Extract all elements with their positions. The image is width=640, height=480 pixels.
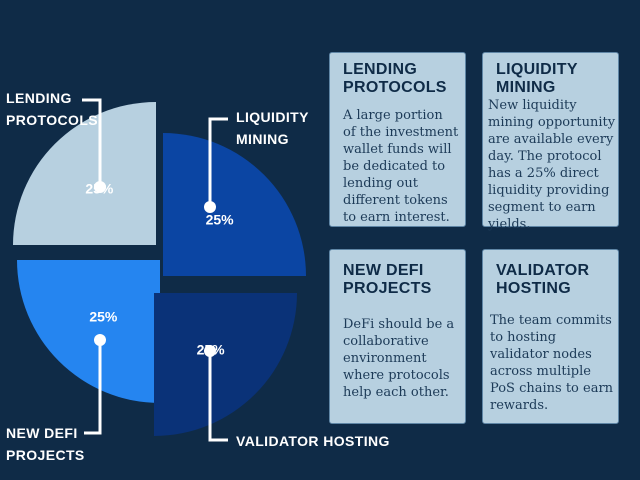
slice-liquidity-mining bbox=[163, 133, 306, 276]
label-validator-hosting: VALIDATOR HOSTING bbox=[236, 433, 390, 449]
card-body: DeFi should be a collaborative environme… bbox=[343, 317, 455, 400]
leader-dot bbox=[94, 181, 106, 193]
percent-label: 25% bbox=[89, 309, 118, 325]
leader-dot bbox=[204, 345, 216, 357]
card-title: LIQUIDITY MINING bbox=[496, 61, 578, 96]
leader-validator-hosting bbox=[208, 351, 228, 442]
card-new-defi-projects: NEW DEFI PROJECTS DeFi should be a colla… bbox=[329, 249, 466, 424]
card-lending-protocols: LENDING PROTOCOLS A large portion of the… bbox=[329, 52, 466, 227]
label-new-defi-projects: NEW DEFI PROJECTS bbox=[6, 425, 85, 463]
label-lending-protocols: LENDING PROTOCOLS bbox=[6, 90, 99, 128]
card-body: A large portion of the investment wallet… bbox=[343, 108, 459, 225]
percent-label: 25% bbox=[206, 211, 235, 227]
card-liquidity-mining: LIQUIDITY MINING New liquidity mining op… bbox=[482, 52, 619, 232]
slice-new-defi-projects bbox=[17, 260, 160, 403]
card-body: New liquidity mining opportunity are ava… bbox=[488, 98, 616, 232]
slice-validator-hosting bbox=[154, 293, 297, 436]
card-validator-hosting: VALIDATOR HOSTING The team commits to ho… bbox=[482, 249, 619, 424]
card-title: NEW DEFI PROJECTS bbox=[343, 262, 432, 297]
label-liquidity-mining: LIQUIDITY MINING bbox=[236, 109, 309, 147]
card-body: The team commits to hosting validator no… bbox=[490, 313, 614, 413]
leader-liquidity-mining bbox=[208, 117, 228, 207]
leader-lending-protocols bbox=[82, 98, 102, 187]
card-title: VALIDATOR HOSTING bbox=[496, 262, 590, 297]
leader-dot bbox=[204, 201, 216, 213]
slice-lending-protocols bbox=[13, 102, 156, 245]
leader-dot bbox=[94, 334, 106, 346]
percent-label: 25% bbox=[197, 342, 226, 358]
card-title: LENDING PROTOCOLS bbox=[343, 61, 447, 96]
percent-label: 25% bbox=[85, 180, 114, 196]
leader-new-defi-projects bbox=[84, 340, 102, 435]
